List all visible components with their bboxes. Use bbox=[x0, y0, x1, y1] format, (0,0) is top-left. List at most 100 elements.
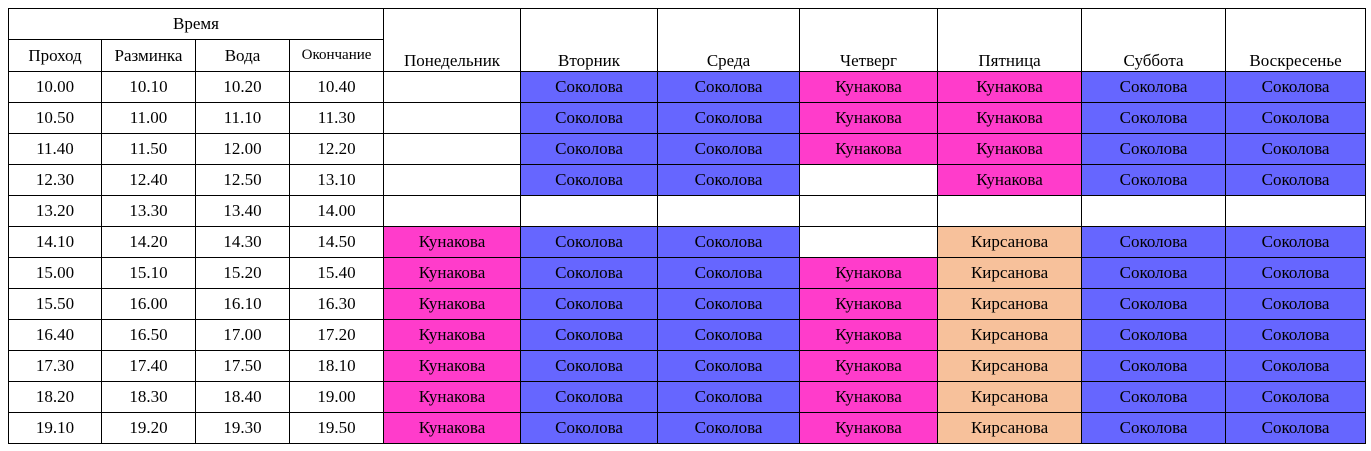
schedule-cell: Кунакова bbox=[937, 71, 1083, 103]
day-header-tuesday: Вторник bbox=[520, 8, 659, 72]
time-cell: 18.30 bbox=[101, 381, 196, 413]
schedule-cell: Кунакова bbox=[383, 319, 522, 351]
table-row: 11.40 11.50 12.00 12.20 Соколова Соколова Куна… bbox=[8, 133, 1367, 165]
time-cell: 12.50 bbox=[195, 164, 290, 196]
schedule-cell: Соколова bbox=[520, 319, 659, 351]
time-cell: 15.10 bbox=[101, 257, 196, 289]
schedule-cell bbox=[383, 102, 522, 134]
schedule-cell bbox=[1081, 195, 1227, 227]
table-row: 14.10 14.20 14.30 14.50 Кунакова Соколова Соко… bbox=[8, 226, 1367, 258]
schedule-cell: Соколова bbox=[520, 381, 659, 413]
time-group-header: Время bbox=[7, 8, 385, 40]
schedule-cell: Кунакова bbox=[799, 319, 939, 351]
time-cell: 14.50 bbox=[288, 226, 385, 258]
time-cell: 18.10 bbox=[288, 350, 385, 382]
schedule-cell bbox=[383, 195, 522, 227]
day-header-monday: Понедельник bbox=[383, 8, 522, 72]
schedule-cell: Соколова bbox=[1081, 226, 1227, 258]
schedule-cell: Соколова bbox=[520, 102, 659, 134]
time-cell: 10.10 bbox=[101, 71, 196, 103]
schedule-cell: Соколова bbox=[1081, 319, 1227, 351]
schedule-cell: Соколова bbox=[1225, 319, 1367, 351]
schedule-table: Время Понедельник Вторник Среда Четверг … bbox=[7, 8, 1367, 444]
day-header-wednesday: Среда bbox=[657, 8, 801, 72]
schedule-cell: Соколова bbox=[1081, 164, 1227, 196]
schedule-cell: Соколова bbox=[1225, 133, 1367, 165]
schedule-cell: Соколова bbox=[657, 257, 801, 289]
time-cell: 14.30 bbox=[195, 226, 290, 258]
schedule-cell: Соколова bbox=[1081, 350, 1227, 382]
schedule-cell: Кунакова bbox=[937, 133, 1083, 165]
time-cell: 13.20 bbox=[8, 195, 102, 227]
schedule-cell bbox=[383, 164, 522, 196]
time-cell: 17.20 bbox=[288, 319, 385, 351]
schedule-cell: Соколова bbox=[1081, 381, 1227, 413]
day-header-thursday: Четверг bbox=[799, 8, 939, 72]
schedule-cell bbox=[383, 71, 522, 103]
time-cell: 10.20 bbox=[195, 71, 290, 103]
schedule-cell: Кунакова bbox=[937, 164, 1083, 196]
schedule-cell bbox=[799, 226, 939, 258]
schedule-cell: Кунакова bbox=[799, 71, 939, 103]
schedule-cell: Соколова bbox=[657, 288, 801, 320]
schedule-cell: Соколова bbox=[1225, 288, 1367, 320]
schedule-cell: Кунакова bbox=[799, 133, 939, 165]
time-cell: 11.50 bbox=[101, 133, 196, 165]
schedule-cell: Кунакова bbox=[383, 288, 522, 320]
schedule-cell: Кунакова bbox=[383, 226, 522, 258]
time-cell: 16.40 bbox=[8, 319, 102, 351]
schedule-cell: Кирсанова bbox=[937, 288, 1083, 320]
schedule-cell: Соколова bbox=[1225, 257, 1367, 289]
time-cell: 12.20 bbox=[288, 133, 385, 165]
time-cell: 12.30 bbox=[8, 164, 102, 196]
time-col-header-water: Вода bbox=[195, 39, 290, 72]
table-row: 18.20 18.30 18.40 19.00 Кунакова Соколова Соко… bbox=[8, 381, 1367, 413]
time-col-header-end: Окончание bbox=[288, 39, 385, 72]
table-row: 16.40 16.50 17.00 17.20 Кунакова Соколова Соко… bbox=[8, 319, 1367, 351]
schedule-cell: Кирсанова bbox=[937, 381, 1083, 413]
schedule-cell: Соколова bbox=[1081, 288, 1227, 320]
day-header-saturday: Суббота bbox=[1081, 8, 1227, 72]
time-cell: 15.40 bbox=[288, 257, 385, 289]
table-row: 12.30 12.40 12.50 13.10 Соколова Соколова Куна… bbox=[8, 164, 1367, 196]
schedule-cell: Соколова bbox=[1225, 381, 1367, 413]
time-cell: 18.40 bbox=[195, 381, 290, 413]
schedule-cell: Кирсанова bbox=[937, 226, 1083, 258]
time-cell: 19.30 bbox=[195, 412, 290, 444]
schedule-cell: Соколова bbox=[1225, 226, 1367, 258]
schedule-cell: Соколова bbox=[657, 164, 801, 196]
time-cell: 10.00 bbox=[8, 71, 102, 103]
schedule-cell: Кунакова bbox=[383, 412, 522, 444]
schedule-cell: Кунакова bbox=[937, 102, 1083, 134]
schedule-cell: Соколова bbox=[520, 350, 659, 382]
time-cell: 14.00 bbox=[288, 195, 385, 227]
schedule-cell: Соколова bbox=[520, 288, 659, 320]
schedule-cell: Кунакова bbox=[799, 350, 939, 382]
schedule-body: 10.00 10.10 10.20 10.40 Соколова Соколова Куна… bbox=[8, 71, 1367, 444]
day-header-friday: Пятница bbox=[937, 8, 1083, 72]
schedule-cell: Кирсанова bbox=[937, 257, 1083, 289]
time-cell: 11.00 bbox=[101, 102, 196, 134]
time-cell: 14.10 bbox=[8, 226, 102, 258]
schedule-cell bbox=[799, 195, 939, 227]
schedule-cell bbox=[657, 195, 801, 227]
schedule-cell: Соколова bbox=[657, 350, 801, 382]
time-cell: 19.00 bbox=[288, 381, 385, 413]
schedule-cell: Соколова bbox=[657, 226, 801, 258]
schedule-cell: Кунакова bbox=[799, 257, 939, 289]
schedule-cell: Кунакова bbox=[799, 381, 939, 413]
time-cell: 16.30 bbox=[288, 288, 385, 320]
schedule-cell: Кунакова bbox=[383, 350, 522, 382]
schedule-cell: Соколова bbox=[657, 102, 801, 134]
time-cell: 17.40 bbox=[101, 350, 196, 382]
schedule-cell bbox=[799, 164, 939, 196]
schedule-cell: Кунакова bbox=[799, 288, 939, 320]
schedule-cell: Соколова bbox=[1081, 102, 1227, 134]
table-row: 17.30 17.40 17.50 18.10 Кунакова Соколова Соко… bbox=[8, 350, 1367, 382]
time-cell: 16.10 bbox=[195, 288, 290, 320]
table-row: 13.20 13.30 13.40 14.00 bbox=[8, 195, 1367, 227]
schedule-cell: Соколова bbox=[1225, 350, 1367, 382]
time-cell: 18.20 bbox=[8, 381, 102, 413]
time-cell: 13.10 bbox=[288, 164, 385, 196]
schedule-cell: Кирсанова bbox=[937, 350, 1083, 382]
